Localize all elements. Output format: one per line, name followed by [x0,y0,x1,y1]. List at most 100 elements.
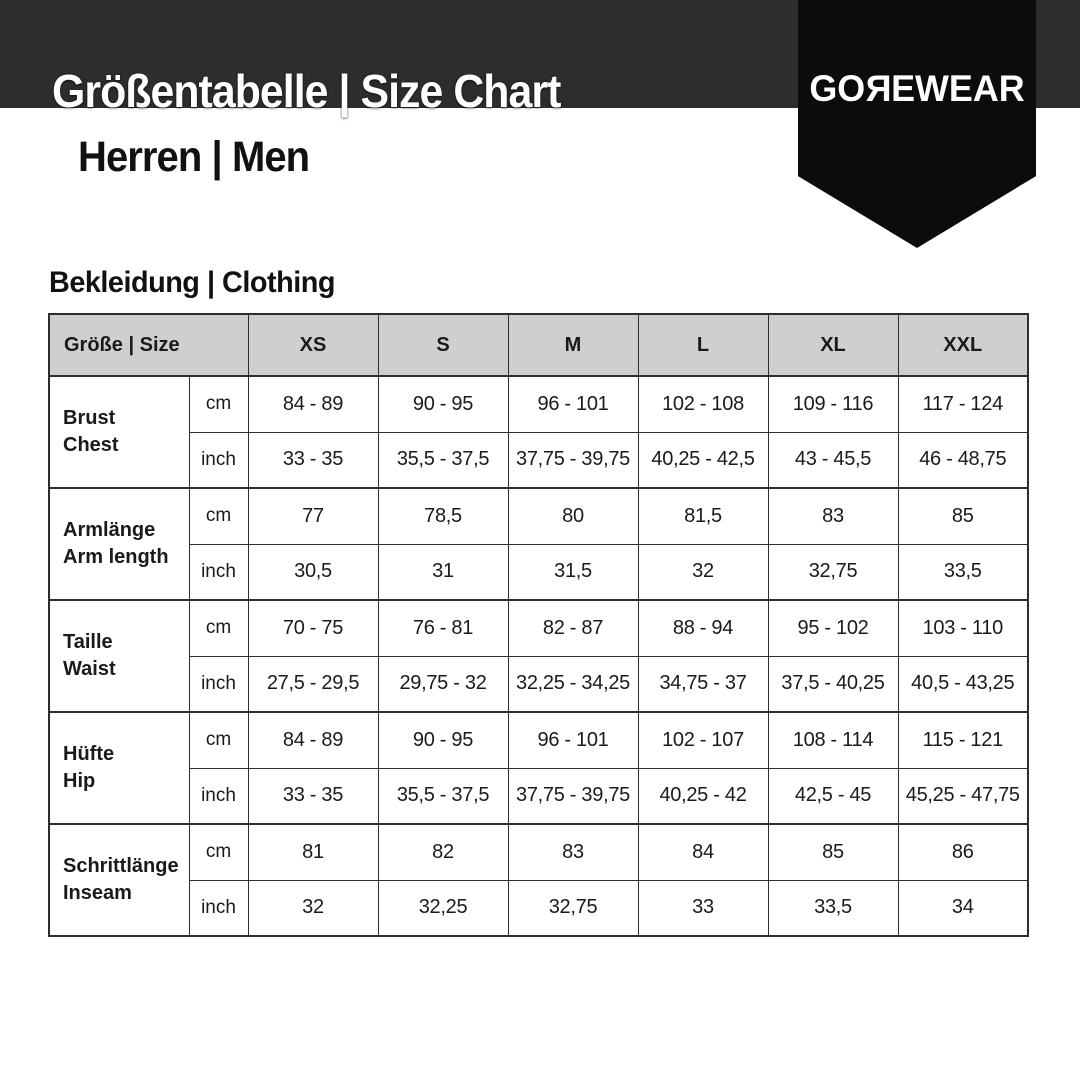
value-cell: 90 - 95 [377,711,509,769]
brand-logo-suffix: EWEAR [891,68,1025,109]
unit-label: inch [188,767,249,825]
value-cell: 102 - 108 [637,375,769,433]
row-group-label-de: Armlänge [63,519,156,541]
unit-label: inch [188,879,249,937]
value-cell: 34,75 - 37 [637,655,769,713]
value-cell: 40,25 - 42,5 [637,431,769,489]
page-title: Größentabelle | Size Chart [52,65,561,117]
value-cell: 77 [247,487,379,545]
value-cell: 37,75 - 39,75 [507,767,639,825]
value-cell: 82 - 87 [507,599,639,657]
value-cell: 40,5 - 43,25 [897,655,1029,713]
row-group-label-en: Arm length [63,546,169,568]
row-group-label: Taille Waist [48,599,190,713]
value-cell: 45,25 - 47,75 [897,767,1029,825]
unit-label: cm [188,711,249,769]
value-cell: 32 [247,879,379,937]
value-cell: 33 - 35 [247,431,379,489]
brand-logo: GOREWEAR [802,68,1033,109]
size-column-header-xl: XL [767,313,899,377]
value-cell: 31 [377,543,509,601]
table-row: Schrittlänge Inseam cm 81 82 83 84 85 86 [48,823,1029,937]
table-row: inch 33 - 35 35,5 - 37,5 37,75 - 39,75 40,25… [49,767,1029,825]
section-heading: Bekleidung | Clothing [49,266,335,299]
value-cell: 102 - 107 [637,711,769,769]
unit-label: cm [188,487,249,545]
value-cell: 76 - 81 [377,599,509,657]
value-cell: 84 - 89 [247,711,379,769]
row-group-label: Hüfte Hip [48,711,190,825]
value-cell: 40,25 - 42 [637,767,769,825]
brand-logo-mirrored-r: R [865,68,892,109]
value-cell: 30,5 [247,543,379,601]
value-cell: 85 [767,823,899,881]
value-cell: 83 [767,487,899,545]
unit-label: cm [188,599,249,657]
table-row: Armlänge Arm length cm 77 78,5 80 81,5 83 85 [48,487,1029,601]
size-column-header-xs: XS [247,313,379,377]
value-cell: 33,5 [767,879,899,937]
row-group-label-en: Chest [63,434,119,456]
table-row: inch 32 32,25 32,75 33 33,5 34 [49,879,1029,937]
brand-pennant: GOREWEAR [798,0,1036,248]
size-corner-label: Größe | Size [48,313,249,377]
value-cell: 27,5 - 29,5 [247,655,379,713]
value-cell: 43 - 45,5 [767,431,899,489]
value-cell: 96 - 101 [507,375,639,433]
value-cell: 35,5 - 37,5 [377,767,509,825]
value-cell: 96 - 101 [507,711,639,769]
value-cell: 88 - 94 [637,599,769,657]
row-group-label: Brust Chest [48,375,190,489]
row-group-label-de: Schrittlänge [63,855,179,877]
value-cell: 84 [637,823,769,881]
row-group-label: Schrittlänge Inseam [48,823,190,937]
value-cell: 46 - 48,75 [897,431,1029,489]
unit-label: cm [188,375,249,433]
value-cell: 83 [507,823,639,881]
value-cell: 81 [247,823,379,881]
page-subtitle: Herren | Men [78,133,310,181]
value-cell: 31,5 [507,543,639,601]
value-cell: 84 - 89 [247,375,379,433]
size-column-header-s: S [377,313,509,377]
row-group-label: Armlänge Arm length [48,487,190,601]
value-cell: 33 [637,879,769,937]
unit-label: inch [188,655,249,713]
table-row: inch 27,5 - 29,5 29,75 - 32 32,25 - 34,25 34… [49,655,1029,713]
size-column-header-m: M [507,313,639,377]
value-cell: 32,75 [507,879,639,937]
value-cell: 33,5 [897,543,1029,601]
row-group-label-de: Hüfte [63,743,115,765]
row-group-label-en: Hip [63,770,96,792]
value-cell: 86 [897,823,1029,881]
value-cell: 108 - 114 [767,711,899,769]
table-header-row: Größe | Size XS S M L XL XXL [48,313,1029,377]
value-cell: 35,5 - 37,5 [377,431,509,489]
value-cell: 32,75 [767,543,899,601]
table-row: Hüfte Hip cm 84 - 89 90 - 95 96 - 101 102 - 10… [48,711,1029,825]
value-cell: 33 - 35 [247,767,379,825]
size-column-header-l: L [637,313,769,377]
table-row: Brust Chest cm 84 - 89 90 - 95 96 - 101 102 - … [48,375,1029,489]
row-group-label-de: Taille [63,631,113,653]
value-cell: 82 [377,823,509,881]
brand-logo-prefix: GO [809,68,866,109]
value-cell: 29,75 - 32 [377,655,509,713]
table-row: inch 30,5 31 31,5 32 32,75 33,5 [49,543,1029,601]
value-cell: 109 - 116 [767,375,899,433]
unit-label: cm [188,823,249,881]
value-cell: 90 - 95 [377,375,509,433]
table-row: Taille Waist cm 70 - 75 76 - 81 82 - 87 88 - 9… [48,599,1029,713]
value-cell: 103 - 110 [897,599,1029,657]
value-cell: 70 - 75 [247,599,379,657]
unit-label: inch [188,543,249,601]
value-cell: 115 - 121 [897,711,1029,769]
row-group-label-de: Brust [63,407,116,429]
value-cell: 32,25 - 34,25 [507,655,639,713]
value-cell: 81,5 [637,487,769,545]
size-column-header-xxl: XXL [897,313,1029,377]
value-cell: 80 [507,487,639,545]
value-cell: 37,75 - 39,75 [507,431,639,489]
unit-label: inch [188,431,249,489]
value-cell: 95 - 102 [767,599,899,657]
